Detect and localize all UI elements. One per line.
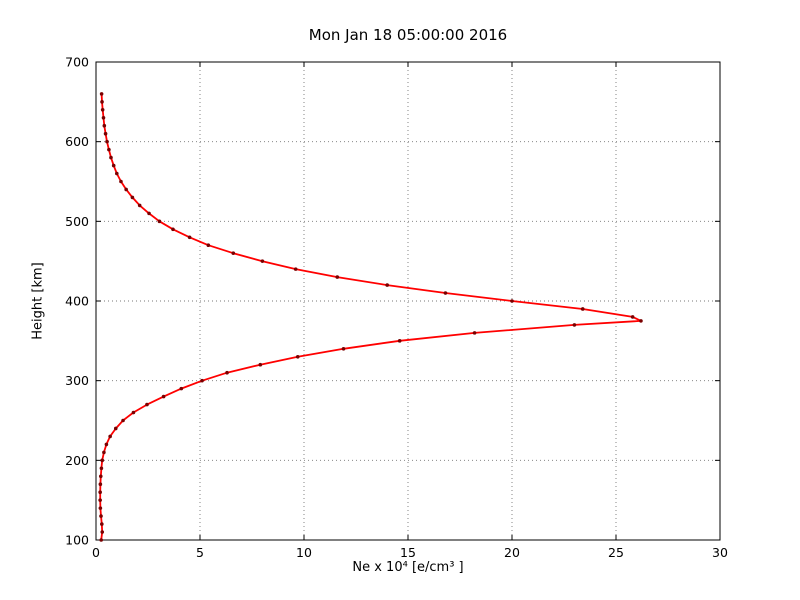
data-point-marker (161, 394, 166, 399)
data-point-marker (335, 275, 340, 279)
data-point-marker (99, 466, 104, 471)
data-point-marker (100, 458, 105, 463)
x-tick-label: 30 (712, 545, 728, 560)
data-point-marker (104, 442, 109, 447)
x-tick-label: 0 (92, 545, 100, 560)
grid (95, 61, 721, 541)
data-point-marker (131, 410, 136, 415)
data-point-marker (109, 155, 113, 160)
data-point-marker (225, 370, 229, 375)
data-point-marker (510, 299, 514, 303)
y-tick-label: 200 (65, 453, 89, 468)
x-axis-label: Ne x 10⁴ [e/cm³ ] (352, 560, 464, 575)
data-point-marker (147, 211, 151, 216)
data-point-marker (113, 426, 118, 431)
data-point-marker (111, 163, 116, 168)
x-tick-label: 10 (296, 545, 312, 560)
data-point-marker (99, 514, 103, 518)
data-point-marker (103, 131, 108, 136)
x-axis-ticks: 0 5 10 15 20 25 30 (92, 62, 728, 560)
y-axis-ticks: 100 200 300 400 500 600 700 (65, 55, 720, 548)
data-point-marker (341, 347, 346, 351)
data-point-marker (145, 402, 149, 407)
data-point-marker (639, 319, 643, 323)
y-axis-label: Height [km] (30, 262, 46, 340)
x-tick-label: 15 (400, 545, 416, 560)
y-tick-label: 300 (65, 373, 89, 388)
data-point-marker (121, 418, 125, 423)
data-point-marker (630, 315, 635, 319)
data-point-marker (98, 490, 102, 495)
data-point-marker (443, 291, 448, 295)
data-point-marker (200, 378, 204, 383)
y-tick-label: 400 (65, 294, 89, 309)
data-point-marker (98, 498, 102, 502)
data-point-marker (107, 147, 111, 152)
data-point-marker (231, 251, 236, 255)
data-point-marker (102, 123, 107, 128)
data-point-marker (99, 538, 103, 542)
data-markers (98, 92, 643, 542)
y-tick-label: 700 (65, 55, 89, 70)
data-point-marker (115, 171, 119, 176)
data-point-marker (157, 219, 162, 224)
data-point-marker (179, 386, 184, 391)
plot-title: Mon Jan 18 05:00:00 2016 (308, 26, 508, 44)
x-tick-label: 25 (608, 545, 624, 560)
data-line (99, 93, 642, 541)
data-point-marker (101, 115, 106, 120)
data-point-marker (293, 267, 298, 271)
data-point-marker (206, 243, 211, 248)
data-point-marker (105, 139, 109, 144)
data-point-marker (124, 187, 128, 192)
data-point-marker (98, 474, 103, 479)
data-point-marker (187, 235, 192, 240)
data-point-marker (119, 179, 123, 184)
data-point-marker (385, 283, 390, 287)
data-point-marker (130, 195, 135, 200)
data-point-marker (100, 100, 104, 104)
data-point-marker (100, 108, 105, 112)
data-point-marker (171, 227, 175, 232)
data-point-marker (98, 506, 103, 510)
data-point-marker (572, 323, 577, 327)
y-tick-label: 100 (65, 533, 89, 548)
y-tick-label: 500 (65, 214, 89, 229)
data-point-marker (99, 92, 104, 96)
data-point-marker (258, 362, 263, 367)
data-point-marker (98, 482, 103, 487)
data-point-marker (137, 203, 142, 208)
x-tick-label: 20 (504, 545, 520, 560)
data-point-marker (472, 331, 477, 335)
data-point-marker (108, 434, 112, 439)
data-point-marker (102, 450, 106, 455)
data-point-marker (100, 522, 104, 526)
x-tick-label: 5 (196, 545, 204, 560)
data-point-marker (580, 307, 585, 311)
data-point-marker (397, 339, 402, 343)
data-point-marker (260, 259, 265, 263)
data-point-marker (100, 530, 105, 534)
data-point-marker (295, 354, 300, 359)
y-tick-label: 600 (65, 134, 89, 149)
